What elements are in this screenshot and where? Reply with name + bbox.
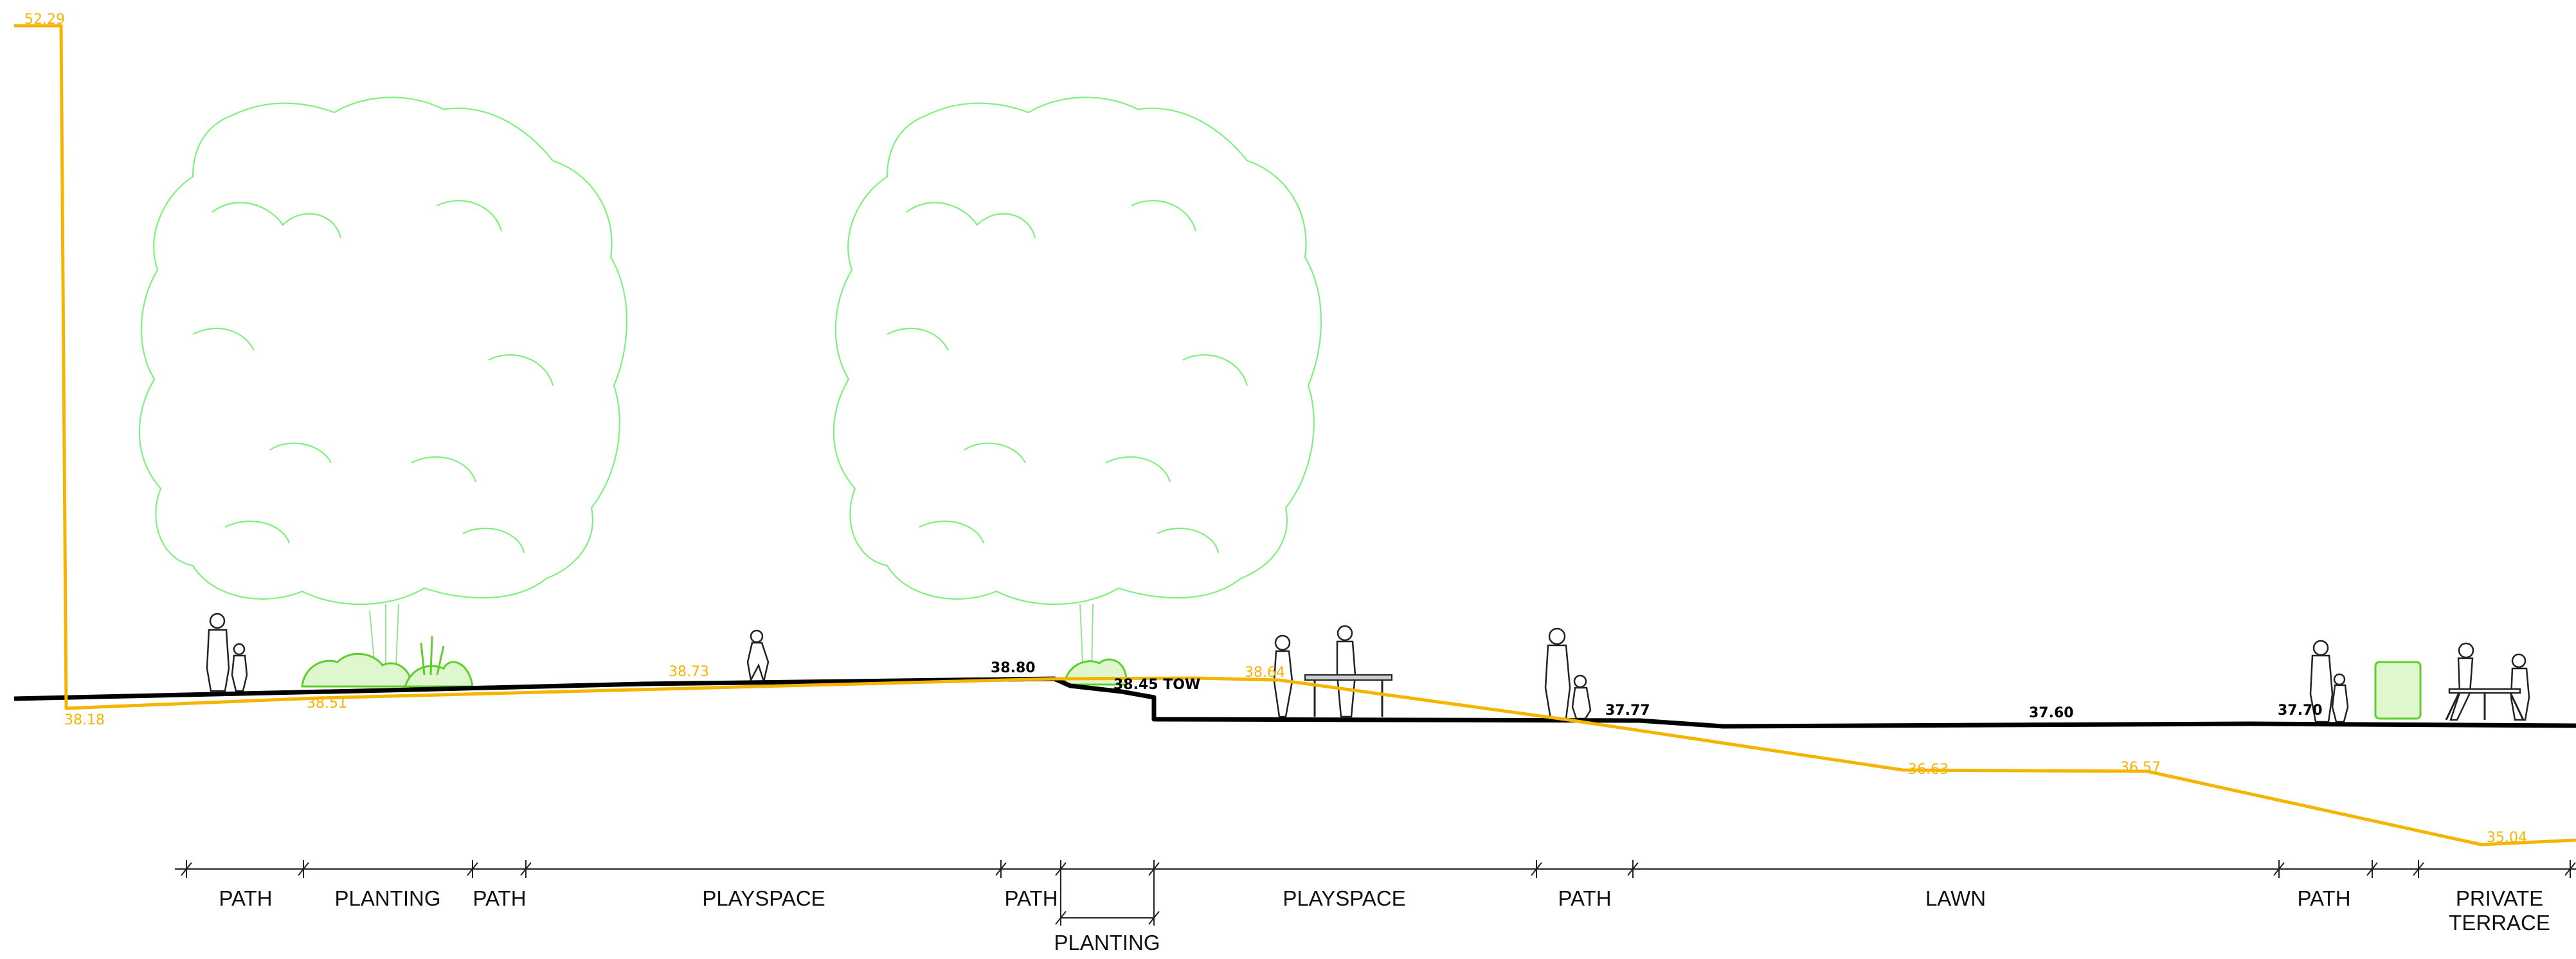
dimension-string — [175, 860, 2576, 926]
person-icon — [1544, 627, 1592, 720]
existing-ground-line — [14, 24, 2576, 847]
zone-label-private-terrace: PRIVATE — [2456, 886, 2543, 910]
zone-label-path: PATH — [473, 886, 526, 910]
existing-level-label: 38.51 — [307, 695, 347, 712]
picnic-table-icon — [2445, 642, 2530, 721]
child-icon — [231, 643, 248, 692]
shrub-icon — [2374, 661, 2422, 720]
proposed-level-label: 38.80 — [991, 660, 1036, 676]
person-icon — [2309, 640, 2349, 723]
proposed-level-label: 37.70 — [2278, 703, 2323, 719]
deciduous-tree-icon — [833, 96, 1322, 676]
shrub-icon — [301, 636, 474, 688]
existing-level-label: 38.18 — [64, 712, 105, 728]
proposed-ground-line — [14, 676, 2576, 729]
zone-label-lawn: LAWN — [1925, 886, 1986, 910]
zone-label-path: PATH — [2297, 886, 2350, 910]
existing-level-label: 35.04 — [2487, 830, 2527, 846]
child-icon — [746, 629, 770, 685]
existing-level-label: 36.57 — [2120, 760, 2161, 776]
existing-level-label: 36.63 — [1908, 762, 1949, 778]
zone-label-path: PATH — [1004, 886, 1058, 910]
proposed-level-label: 37.60 — [2029, 705, 2074, 721]
zone-label-path: PATH — [219, 886, 272, 910]
table-tennis-icon — [1273, 625, 1392, 718]
zone-label-playspace: PLAYSPACE — [1283, 886, 1405, 910]
proposed-level-label: 37.77 — [1605, 703, 1650, 719]
zone-label-path: PATH — [1558, 886, 1611, 910]
deciduous-tree-icon — [138, 96, 628, 682]
person-icon — [206, 613, 230, 692]
zone-label-playspace: PLAYSPACE — [702, 886, 825, 910]
zone-label-planting: PLANTING — [1054, 931, 1160, 955]
zone-label-planting: PLANTING — [334, 886, 440, 910]
proposed-level-label: 38.45 TOW — [1113, 677, 1200, 693]
existing-level-label: 52.29 — [24, 12, 65, 28]
existing-level-label: 38.64 — [1245, 665, 1285, 681]
zone-label-private-terrace: TERRACE — [2449, 911, 2550, 935]
existing-level-label: 38.73 — [669, 664, 709, 680]
